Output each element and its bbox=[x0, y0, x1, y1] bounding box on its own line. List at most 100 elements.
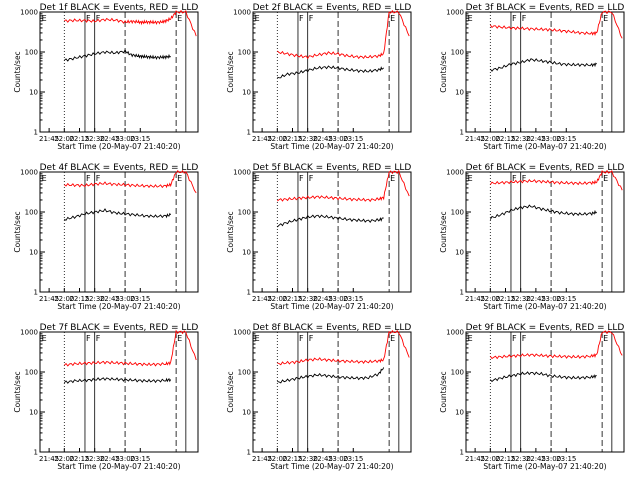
x-tick-label: 22:45 bbox=[526, 455, 546, 463]
x-tick-label: 22:30 bbox=[511, 135, 531, 143]
interval-annotation: F bbox=[86, 174, 91, 183]
plot-frame bbox=[465, 171, 625, 293]
x-tick-label: 22:00 bbox=[54, 455, 74, 463]
interval-annotation: F bbox=[96, 334, 101, 343]
y-tick-label: 100 bbox=[451, 49, 464, 57]
x-tick-label: 22:00 bbox=[54, 135, 74, 143]
detector-panel: Det 1f BLACK = Events, RED = LLD 1 10 100 10… bbox=[13, 3, 199, 151]
events-series-line bbox=[489, 204, 598, 220]
y-tick-label: 10 bbox=[29, 89, 38, 97]
interval-annotation: E bbox=[603, 14, 608, 23]
y-tick-label: 1 bbox=[460, 449, 464, 457]
interval-annotation: F bbox=[309, 14, 314, 23]
panel-title: Det 5f BLACK = Events, RED = LLD bbox=[253, 163, 412, 173]
y-tick-label: 100 bbox=[238, 369, 251, 377]
x-tick-label: 23:15 bbox=[343, 135, 363, 143]
x-axis-label: Start Time (20-May-07 21:40:20) bbox=[270, 302, 393, 311]
x-tick-label: 22:15 bbox=[495, 455, 515, 463]
x-tick-label: 22:45 bbox=[100, 295, 120, 303]
x-tick-label: 22:45 bbox=[313, 295, 333, 303]
y-tick-label: 10 bbox=[242, 409, 251, 417]
events-series-line bbox=[276, 214, 384, 228]
x-tick-label: 22:30 bbox=[85, 135, 105, 143]
interval-annotation: F bbox=[512, 174, 517, 183]
lld-series-line bbox=[64, 169, 197, 194]
interval-annotation: F bbox=[309, 334, 314, 343]
x-tick-label: 23:00 bbox=[328, 295, 348, 303]
x-tick-label: 21:45 bbox=[39, 135, 59, 143]
interval-annotation: E bbox=[468, 14, 473, 23]
panel-title: Det 3f BLACK = Events, RED = LLD bbox=[466, 3, 625, 13]
y-axis-label: Counts/sec bbox=[226, 51, 235, 92]
y-tick-label: 1 bbox=[247, 449, 251, 457]
y-axis-label: Counts/sec bbox=[13, 51, 22, 92]
events-series-line bbox=[277, 65, 384, 79]
detector-panel: Det 4f BLACK = Events, RED = LLD 1 10 100 10… bbox=[13, 163, 199, 311]
y-tick-label: 1 bbox=[460, 289, 464, 297]
interval-annotation: F bbox=[512, 14, 517, 23]
y-tick-label: 1 bbox=[34, 449, 38, 457]
x-axis-label: Start Time (20-May-07 21:40:20) bbox=[57, 302, 180, 311]
x-tick-label: 23:15 bbox=[343, 455, 363, 463]
x-tick-label: 23:15 bbox=[130, 295, 150, 303]
y-tick-label: 10 bbox=[29, 409, 38, 417]
y-tick-label: 1000 bbox=[233, 329, 251, 337]
x-tick-label: 22:00 bbox=[267, 295, 287, 303]
interval-annotation: F bbox=[512, 334, 517, 343]
x-tick-label: 22:15 bbox=[495, 295, 515, 303]
interval-annotation: E bbox=[255, 334, 260, 343]
y-tick-label: 1 bbox=[460, 129, 464, 137]
y-tick-label: 1 bbox=[34, 129, 38, 137]
y-axis-label: Counts/sec bbox=[439, 51, 448, 92]
interval-annotation: E bbox=[390, 14, 395, 23]
y-tick-label: 10 bbox=[455, 249, 464, 257]
lld-series-line bbox=[276, 9, 410, 60]
panel-title: Det 7f BLACK = Events, RED = LLD bbox=[40, 323, 199, 333]
x-axis-label: Start Time (20-May-07 21:40:20) bbox=[270, 462, 393, 471]
interval-annotation: F bbox=[299, 14, 304, 23]
x-tick-label: 23:00 bbox=[328, 455, 348, 463]
interval-annotation: E bbox=[468, 334, 473, 343]
detector-panel: Det 2f BLACK = Events, RED = LLD 1 10 100 10… bbox=[226, 3, 412, 151]
interval-annotation: E bbox=[42, 174, 47, 183]
y-tick-label: 1 bbox=[247, 289, 251, 297]
interval-annotation: F bbox=[309, 174, 314, 183]
x-tick-label: 21:45 bbox=[252, 295, 272, 303]
x-tick-label: 22:30 bbox=[511, 295, 531, 303]
plot-frame bbox=[465, 11, 625, 133]
x-tick-label: 23:00 bbox=[541, 135, 561, 143]
interval-annotation: E bbox=[177, 14, 182, 23]
lld-series-line bbox=[277, 329, 410, 366]
y-tick-label: 1000 bbox=[20, 329, 38, 337]
interval-annotation: F bbox=[299, 174, 304, 183]
events-series-line bbox=[63, 377, 172, 384]
x-tick-label: 21:45 bbox=[39, 295, 59, 303]
x-tick-label: 21:45 bbox=[465, 295, 485, 303]
y-tick-label: 100 bbox=[238, 49, 251, 57]
y-tick-label: 1000 bbox=[20, 9, 38, 17]
interval-annotation: E bbox=[603, 334, 608, 343]
interval-annotation: F bbox=[86, 14, 91, 23]
detector-panel: Det 5f BLACK = Events, RED = LLD 1 10 100 10… bbox=[226, 163, 412, 311]
interval-annotation: F bbox=[86, 334, 91, 343]
x-tick-label: 22:30 bbox=[298, 455, 318, 463]
y-tick-label: 10 bbox=[455, 89, 464, 97]
y-tick-label: 100 bbox=[451, 209, 464, 217]
plot-frame bbox=[39, 11, 199, 133]
y-axis-label: Counts/sec bbox=[13, 371, 22, 412]
interval-annotation: F bbox=[299, 334, 304, 343]
x-axis-label: Start Time (20-May-07 21:40:20) bbox=[483, 302, 606, 311]
y-tick-label: 1000 bbox=[233, 9, 251, 17]
x-tick-label: 21:45 bbox=[465, 135, 485, 143]
y-tick-label: 1 bbox=[34, 289, 38, 297]
x-tick-label: 22:00 bbox=[480, 135, 500, 143]
x-axis-label: Start Time (20-May-07 21:40:20) bbox=[270, 142, 393, 151]
y-axis-label: Counts/sec bbox=[439, 211, 448, 252]
plot-frame bbox=[39, 331, 199, 453]
interval-annotation: F bbox=[522, 174, 527, 183]
x-tick-label: 21:45 bbox=[39, 455, 59, 463]
detector-panel: Det 9f BLACK = Events, RED = LLD 1 10 100 10… bbox=[439, 323, 625, 471]
panel-title: Det 4f BLACK = Events, RED = LLD bbox=[40, 163, 199, 173]
interval-annotation: E bbox=[390, 334, 395, 343]
plot-frame bbox=[252, 331, 412, 453]
